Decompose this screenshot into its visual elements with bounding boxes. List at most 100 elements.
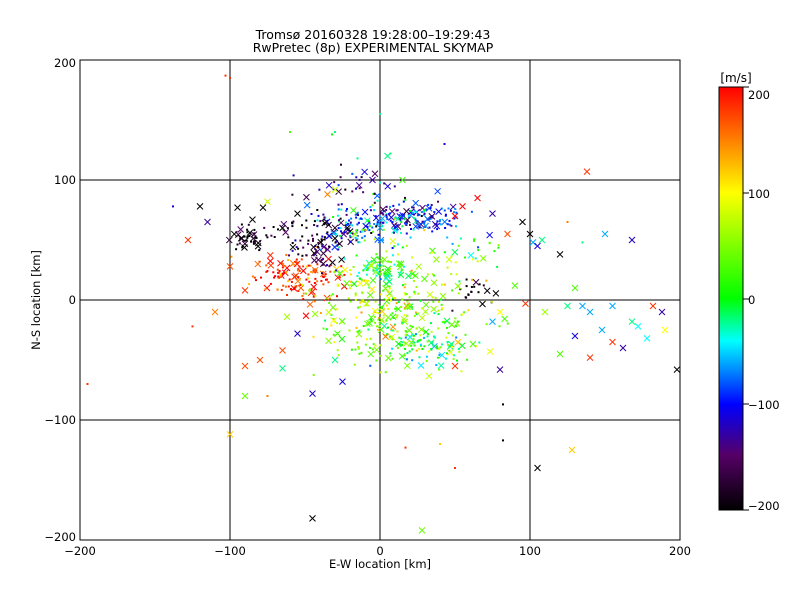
data-point xyxy=(299,239,302,242)
data-point xyxy=(413,292,416,295)
data-point xyxy=(382,265,385,267)
data-point xyxy=(341,232,344,235)
data-point xyxy=(319,220,322,223)
data-point xyxy=(413,314,416,317)
data-point xyxy=(320,239,323,242)
data-point xyxy=(451,334,454,337)
data-point xyxy=(292,220,295,223)
data-point xyxy=(405,358,408,361)
data-point xyxy=(337,242,340,245)
data-point xyxy=(430,330,433,333)
data-point xyxy=(291,193,294,196)
data-point xyxy=(328,245,330,248)
data-point xyxy=(396,330,399,333)
data-point xyxy=(334,131,336,133)
data-point xyxy=(369,337,372,340)
data-point xyxy=(386,304,388,307)
data-point xyxy=(280,262,283,265)
data-point xyxy=(375,225,378,228)
data-point xyxy=(301,284,304,286)
data-point xyxy=(330,264,333,267)
data-point-cross xyxy=(366,319,373,327)
data-point xyxy=(361,236,364,239)
data-point xyxy=(310,270,313,273)
data-point xyxy=(418,226,421,229)
data-point xyxy=(410,344,413,347)
data-point xyxy=(312,295,315,298)
data-point xyxy=(404,196,406,199)
data-point-cross xyxy=(451,362,459,370)
data-point-cross xyxy=(369,176,376,184)
data-point-cross xyxy=(364,320,371,328)
data-point xyxy=(393,297,396,299)
data-point xyxy=(463,311,466,314)
data-point-cross xyxy=(350,206,357,214)
data-point xyxy=(445,357,447,360)
data-point xyxy=(337,284,340,287)
data-point xyxy=(374,271,377,274)
data-point xyxy=(385,209,388,211)
data-point xyxy=(360,311,363,314)
data-point xyxy=(438,368,441,371)
data-point xyxy=(327,281,330,284)
data-point xyxy=(382,228,385,231)
x-tick-label: −200 xyxy=(64,544,96,558)
data-point xyxy=(337,227,340,230)
data-point xyxy=(292,174,295,177)
data-point xyxy=(338,246,341,249)
data-point xyxy=(302,298,305,301)
data-point xyxy=(450,345,453,348)
data-point-cross xyxy=(234,204,241,211)
data-point-cross xyxy=(204,218,211,226)
data-point xyxy=(478,283,481,286)
data-point xyxy=(285,253,288,256)
data-point xyxy=(322,283,325,286)
data-point xyxy=(349,280,352,283)
data-point xyxy=(395,302,398,305)
data-point xyxy=(374,344,377,347)
data-point-cross xyxy=(280,220,288,228)
data-point xyxy=(400,337,403,340)
data-point-cross xyxy=(266,251,274,259)
data-point-cross xyxy=(336,270,344,277)
data-point xyxy=(272,226,275,228)
data-point xyxy=(451,309,454,312)
data-point xyxy=(411,306,413,309)
data-point xyxy=(416,220,419,223)
colorbar: [m/s] 200 100 0 −100 −200 xyxy=(718,71,780,513)
data-point xyxy=(279,274,282,277)
data-point xyxy=(350,348,353,351)
colorbar-gradient xyxy=(718,86,744,511)
data-point-cross xyxy=(355,330,363,338)
data-point xyxy=(506,322,509,325)
data-point-cross xyxy=(448,321,456,329)
data-point xyxy=(328,302,331,304)
data-point xyxy=(389,212,392,215)
x-tick-labels: −200 −100 0 100 200 xyxy=(64,544,691,558)
data-point-cross xyxy=(341,266,349,274)
x-axis-label: E-W location [km] xyxy=(329,557,431,571)
data-point xyxy=(429,207,432,209)
data-point xyxy=(330,294,333,297)
data-point xyxy=(289,131,291,133)
data-point xyxy=(374,321,376,324)
data-point xyxy=(287,259,290,261)
data-point xyxy=(349,273,352,276)
data-point-cross xyxy=(538,236,546,244)
data-point xyxy=(446,223,449,226)
data-point xyxy=(328,297,331,300)
data-point xyxy=(374,315,376,318)
data-point xyxy=(289,288,292,290)
data-point-cross xyxy=(264,198,271,205)
data-point-cross xyxy=(424,215,431,223)
data-point xyxy=(284,285,287,288)
data-point xyxy=(350,283,353,286)
data-point xyxy=(252,242,255,245)
data-point xyxy=(363,300,366,303)
data-point xyxy=(443,283,446,286)
data-point xyxy=(349,240,352,243)
data-point xyxy=(433,335,435,338)
data-point xyxy=(246,235,249,238)
data-point xyxy=(321,245,324,248)
data-point xyxy=(370,318,373,321)
